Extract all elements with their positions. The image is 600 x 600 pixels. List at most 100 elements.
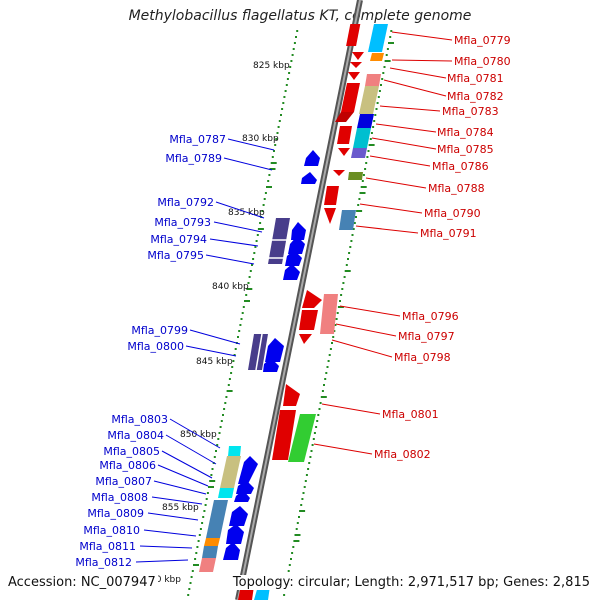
gene-label[interactable]: Mfla_0805 (103, 445, 160, 458)
gc-tick (323, 384, 325, 386)
gene-mfla-0809[interactable] (229, 506, 248, 526)
gene-mfla-0792[interactable] (291, 222, 306, 240)
gene-label[interactable]: Mfla_0782 (447, 90, 504, 103)
gene-label[interactable]: Mfla_0787 (169, 133, 226, 146)
gc-tick (230, 372, 233, 374)
gc-tick (267, 180, 270, 182)
gc-tick (217, 438, 220, 440)
gc-tick (196, 546, 199, 548)
gene-mfla-0795[interactable] (283, 264, 300, 280)
gc-tick (219, 426, 222, 428)
gene-label[interactable]: Mfla_0788 (428, 182, 485, 195)
gene-label[interactable]: Mfla_0780 (454, 55, 511, 68)
gc-tick (247, 282, 250, 284)
gc-tick (254, 246, 257, 248)
gene-label[interactable]: Mfla_0783 (442, 105, 499, 118)
gc-tick (344, 270, 351, 272)
reverse-strand-features (199, 218, 290, 572)
gene-label[interactable]: Mfla_0781 (447, 72, 504, 85)
gc-tick (268, 174, 271, 176)
gc-tick (335, 318, 338, 320)
gc-tick (295, 528, 298, 530)
gc-tick (259, 222, 262, 224)
gene-mfla-0787[interactable] (304, 150, 320, 166)
gene-mfla-0801[interactable] (283, 384, 300, 406)
gene-mfla-0811[interactable] (223, 542, 240, 560)
gc-tick (386, 48, 389, 50)
gene-mfla-0780[interactable] (352, 52, 364, 60)
gene-mfla-0782[interactable] (341, 83, 360, 112)
gc-tick (296, 30, 299, 32)
gc-tick (345, 264, 348, 266)
gene-label[interactable]: Mfla_0796 (402, 310, 459, 323)
gene-label[interactable]: Mfla_0809 (87, 507, 144, 520)
gene-label[interactable]: Mfla_0802 (374, 448, 431, 461)
gene-label[interactable]: Mfla_0801 (382, 408, 439, 421)
gc-tick (290, 60, 293, 62)
gene-label[interactable]: Mfla_0812 (75, 556, 132, 569)
gc-tick (189, 582, 192, 584)
gene-label[interactable]: Mfla_0798 (394, 351, 451, 364)
gc-tick (370, 132, 373, 134)
gene-mfla-0794[interactable] (285, 250, 302, 266)
gene-mfla-0779[interactable] (346, 24, 361, 46)
accession-text: Accession: NC_007947 (8, 575, 158, 590)
gc-tick (283, 96, 286, 98)
gc-tick (213, 456, 216, 458)
gene-label[interactable]: Mfla_0792 (157, 196, 214, 209)
gene-mfla-0800[interactable] (263, 358, 279, 372)
gene-label[interactable]: Mfla_0811 (79, 540, 136, 553)
gene-label[interactable]: Mfla_0808 (91, 491, 148, 504)
gene-label[interactable]: Mfla_0807 (95, 475, 152, 488)
gene-label[interactable]: Mfla_0779 (454, 34, 511, 47)
gc-tick (313, 432, 316, 434)
gene-label[interactable]: Mfla_0784 (437, 126, 494, 139)
gene-mfla-0791[interactable] (324, 208, 336, 224)
gene-mfla-0798[interactable] (299, 334, 312, 344)
gene-mfla-0796[interactable] (302, 290, 322, 308)
gene-mfla-0789[interactable] (301, 172, 317, 184)
reverse-strand-genes (223, 150, 320, 560)
gene-mfla-0803[interactable] (238, 456, 258, 484)
gene-mfla-0810[interactable] (226, 524, 244, 544)
gene-label[interactable]: Mfla_0786 (432, 160, 489, 173)
gc-tick (353, 222, 356, 224)
gene-mfla-0788[interactable] (333, 170, 345, 176)
gc-tick (357, 204, 360, 206)
gene-label[interactable]: Mfla_0806 (99, 459, 156, 472)
gene-mfla-0799[interactable] (265, 338, 284, 362)
gene-label[interactable]: Mfla_0804 (107, 429, 164, 442)
gene-label[interactable]: Mfla_0791 (420, 227, 477, 240)
gene-label[interactable]: Mfla_0803 (111, 413, 168, 426)
gene-mfla-0802[interactable] (272, 410, 296, 460)
gc-tick (292, 48, 295, 50)
gene-label[interactable]: Mfla_0790 (424, 207, 481, 220)
gene-mfla-0793[interactable] (288, 236, 305, 254)
gene-label[interactable]: Mfla_0799 (131, 324, 188, 337)
gc-tick (266, 186, 272, 188)
gc-tick (197, 540, 200, 542)
gc-tick (233, 354, 236, 356)
gene-mfla-0781[interactable] (348, 72, 360, 80)
gene-label[interactable]: Mfla_0794 (150, 233, 207, 246)
gene-label[interactable]: Mfla_0785 (437, 143, 494, 156)
topology-text: Topology: circular; Length: 2,971,517 bp… (230, 575, 590, 590)
gc-tick (298, 516, 300, 518)
gc-tick (296, 522, 299, 524)
gene-label[interactable]: Mfla_0789 (165, 152, 222, 165)
gene-mfla-0790[interactable] (324, 186, 339, 205)
gene-mfla-0784[interactable] (337, 126, 352, 144)
gene-label[interactable]: Mfla_0795 (147, 249, 204, 262)
gc-tick (273, 150, 275, 152)
gene-mfla-0786[interactable] (338, 148, 350, 156)
gc-tick (228, 378, 231, 380)
gc-tick (290, 558, 292, 560)
gc-tick (205, 498, 208, 500)
gc-tick (291, 552, 294, 554)
gene-label[interactable]: Mfla_0793 (154, 216, 211, 229)
gc-tick (275, 138, 278, 140)
gc-tick (325, 372, 328, 374)
gene-label[interactable]: Mfla_0810 (83, 524, 140, 537)
gene-label[interactable]: Mfla_0800 (127, 340, 184, 353)
gene-label[interactable]: Mfla_0797 (398, 330, 455, 343)
